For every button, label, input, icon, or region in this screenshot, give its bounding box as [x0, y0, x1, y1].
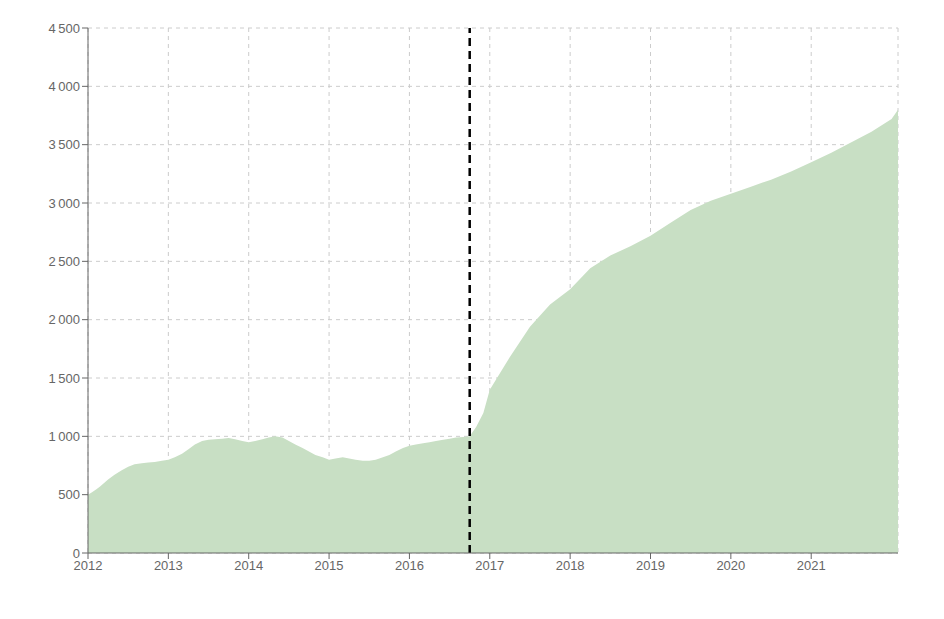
svg-text:2018: 2018: [556, 558, 585, 573]
svg-text:3 500: 3 500: [48, 137, 80, 152]
svg-text:2021: 2021: [797, 558, 826, 573]
svg-text:2 000: 2 000: [48, 312, 80, 327]
svg-text:2014: 2014: [234, 558, 263, 573]
svg-text:4 500: 4 500: [48, 21, 80, 36]
svg-text:2015: 2015: [315, 558, 344, 573]
svg-text:2017: 2017: [475, 558, 504, 573]
svg-text:2013: 2013: [154, 558, 183, 573]
svg-text:2 500: 2 500: [48, 254, 80, 269]
svg-text:500: 500: [58, 487, 80, 502]
svg-text:0: 0: [73, 546, 80, 561]
svg-text:2020: 2020: [716, 558, 745, 573]
svg-text:3 000: 3 000: [48, 196, 80, 211]
svg-text:4 000: 4 000: [48, 79, 80, 94]
svg-text:2012: 2012: [73, 558, 103, 574]
svg-text:2016: 2016: [395, 558, 424, 573]
svg-text:2019: 2019: [636, 558, 665, 573]
svg-text:1 000: 1 000: [48, 429, 80, 444]
svg-text:1 500: 1 500: [48, 371, 80, 386]
